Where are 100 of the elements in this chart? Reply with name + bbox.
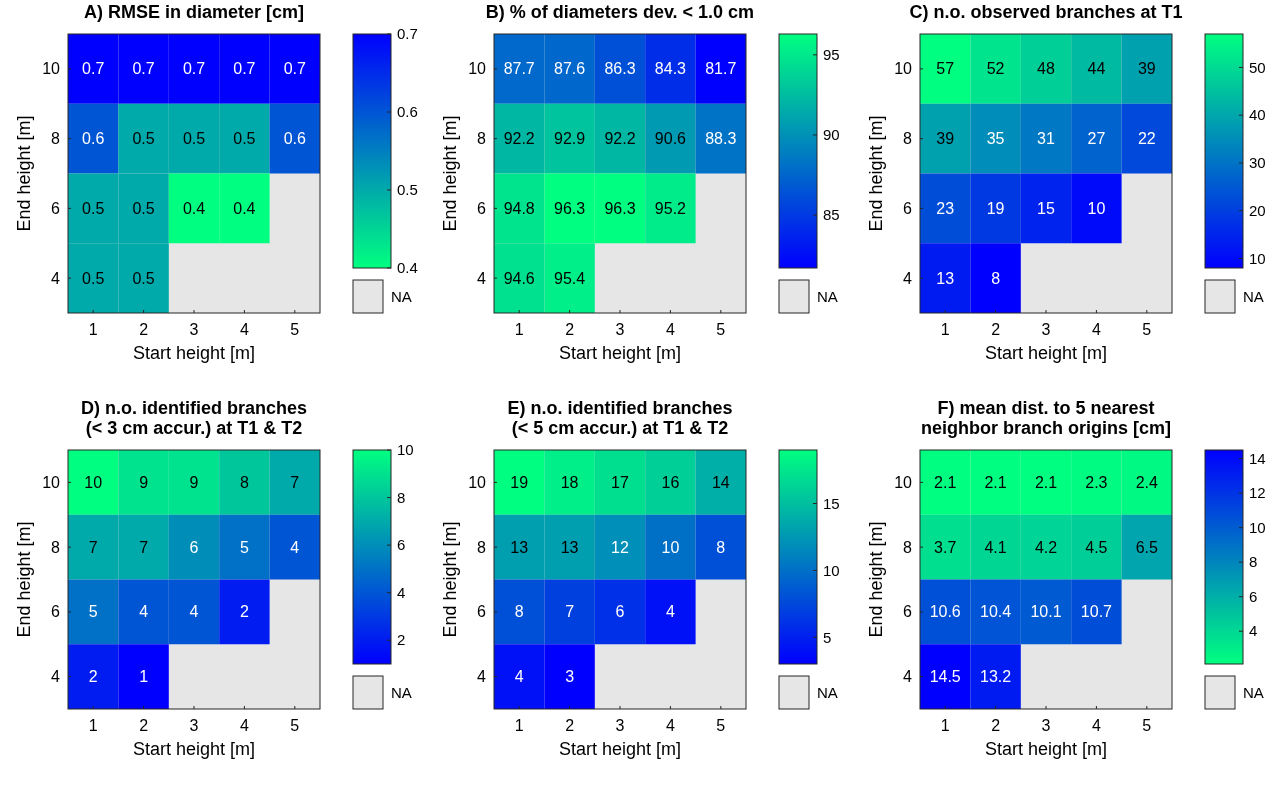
- x-tick-label: 4: [665, 717, 675, 734]
- data-label: 18: [560, 473, 579, 491]
- data-label: 13.2: [980, 668, 1012, 686]
- data-label: 12: [611, 538, 629, 556]
- x-tick-label: 4: [1091, 321, 1101, 338]
- y-tick-label: 8: [477, 538, 487, 556]
- x-tick-label: 1: [88, 717, 98, 734]
- data-label: 7: [139, 538, 149, 556]
- data-label: 0.5: [132, 269, 155, 287]
- x-tick-label: 5: [716, 717, 726, 734]
- data-label: 8: [991, 269, 1001, 287]
- color-bar-label: 10: [1249, 518, 1266, 536]
- color-bar-label: 5: [823, 628, 832, 646]
- data-label: 7: [88, 538, 98, 556]
- x-tick-label: 3: [189, 321, 199, 338]
- data-label: 0.6: [283, 130, 307, 148]
- data-label: 2.4: [1135, 473, 1159, 491]
- data-label: 96.3: [554, 199, 586, 217]
- data-label: 86.3: [604, 60, 636, 78]
- data-label: 10.6: [929, 603, 961, 621]
- data-label: 2.1: [934, 473, 957, 491]
- x-tick-label: 2: [991, 321, 1001, 338]
- data-label: 0.7: [82, 60, 105, 78]
- y-axis-title: End height [m]: [14, 521, 34, 638]
- data-label: 52: [986, 60, 1005, 78]
- color-bar-label: 0.4: [397, 259, 418, 277]
- data-label: 10.7: [1080, 603, 1113, 621]
- data-label: 6.5: [1135, 538, 1159, 556]
- x-tick-label: 5: [1142, 717, 1152, 734]
- chart-title: C) n.o. observed branches at T1: [909, 2, 1183, 22]
- data-label: 57: [936, 60, 955, 78]
- data-label: 9: [189, 473, 199, 491]
- data-label: 8: [514, 603, 524, 621]
- x-tick-label: 1: [940, 717, 950, 734]
- x-tick-label: 2: [565, 321, 575, 338]
- y-tick-label: 4: [477, 668, 487, 686]
- data-label: 0.5: [182, 130, 206, 148]
- y-tick-label: 10: [42, 473, 61, 491]
- data-label: 2.1: [984, 473, 1007, 491]
- color-bar-label: 2: [397, 631, 406, 649]
- text: NA: [817, 684, 838, 702]
- x-tick-label: 3: [1041, 717, 1051, 734]
- x-tick-label: 1: [514, 321, 524, 338]
- data-label: 44: [1087, 60, 1106, 78]
- data-label: 7: [290, 473, 300, 491]
- data-label: 2: [239, 603, 249, 621]
- y-axis-title: End height [m]: [866, 115, 886, 232]
- chart-title: F) mean dist. to 5 nearest neighbor branch origins [cm]: [920, 398, 1172, 438]
- data-label: 8: [716, 538, 726, 556]
- data-label: 7: [565, 603, 575, 621]
- x-tick-label: 4: [1091, 717, 1101, 734]
- x-tick-label: 4: [239, 321, 249, 338]
- x-tick-label: 1: [88, 321, 98, 338]
- y-tick-label: 4: [477, 269, 487, 287]
- y-axis-title: End height [m]: [866, 521, 886, 638]
- text: NA: [817, 288, 838, 306]
- color-bar-label: 4: [397, 583, 406, 601]
- data-label: 39: [936, 130, 955, 148]
- color-bar-label: 10: [823, 561, 840, 579]
- data-label: 4: [665, 603, 675, 621]
- x-tick-label: 3: [615, 321, 625, 338]
- color-bar-label: 4: [1249, 622, 1258, 640]
- data-label: 48: [1037, 60, 1055, 78]
- color-bar-label: 90: [823, 126, 840, 144]
- color-bar-label: 40: [1249, 106, 1266, 124]
- data-label: 14: [711, 473, 730, 491]
- data-label: 0.5: [132, 130, 155, 148]
- y-axis-title: End height [m]: [440, 115, 460, 232]
- data-label: 3: [565, 668, 575, 686]
- x-tick-label: 5: [716, 321, 726, 338]
- data-label: 0.5: [82, 199, 105, 217]
- y-axis-title: End height [m]: [14, 115, 34, 232]
- x-tick-label: 3: [615, 717, 625, 734]
- data-label: 0.7: [283, 60, 307, 78]
- text: NA: [391, 684, 412, 702]
- x-axis-title: Start height [m]: [558, 343, 682, 363]
- data-label: 94.8: [503, 199, 535, 217]
- data-label: 2: [88, 668, 98, 686]
- data-label: 92.9: [554, 130, 586, 148]
- y-tick-label: 6: [51, 199, 61, 217]
- data-label: 0.7: [132, 60, 155, 78]
- x-axis-title: Start height [m]: [132, 739, 256, 759]
- data-label: 95.4: [554, 269, 586, 287]
- chart-title: E) n.o. identified branches (< 5 cm accur.) at T1 & T2: [507, 398, 733, 438]
- data-label: 13: [560, 538, 579, 556]
- data-label: 10.4: [980, 603, 1012, 621]
- data-label: 5: [239, 538, 249, 556]
- y-tick-label: 10: [468, 60, 487, 78]
- data-label: 0.6: [82, 130, 105, 148]
- x-axis-title: Start height [m]: [132, 343, 256, 363]
- data-label: 95.2: [654, 199, 687, 217]
- data-label: 90.6: [654, 130, 687, 148]
- color-bar-label: 30: [1249, 154, 1266, 172]
- data-label: 10: [84, 473, 103, 491]
- y-tick-label: 4: [51, 668, 61, 686]
- data-label: 94.6: [503, 269, 535, 287]
- color-bar-label: 0.6: [397, 103, 418, 121]
- x-tick-label: 5: [290, 717, 300, 734]
- x-tick-label: 2: [139, 321, 149, 338]
- data-label: 96.3: [604, 199, 636, 217]
